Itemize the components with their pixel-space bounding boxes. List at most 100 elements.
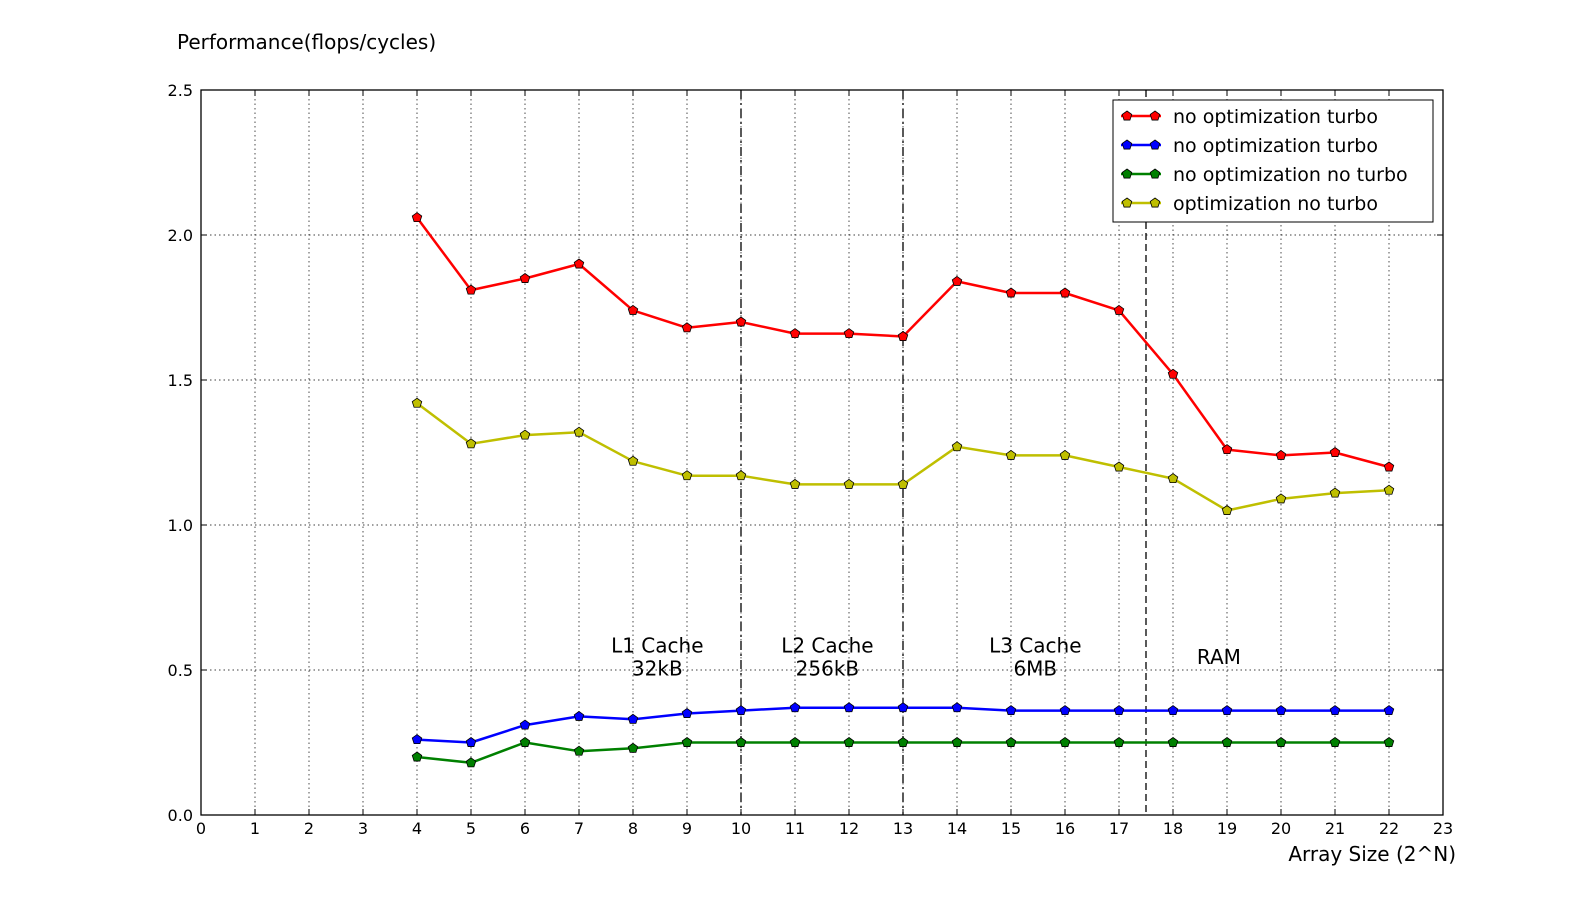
data-point — [897, 737, 909, 747]
y-tick-label: 0.5 — [168, 661, 193, 680]
data-point — [1221, 705, 1233, 716]
data-point — [1221, 737, 1233, 747]
legend-label: no optimization turbo — [1173, 135, 1378, 157]
region-label: RAM — [1197, 645, 1241, 669]
legend-marker — [1121, 110, 1133, 121]
legend-marker — [1149, 139, 1161, 150]
data-point — [951, 441, 963, 452]
data-point — [681, 322, 693, 333]
y-tick-label: 1.0 — [168, 516, 193, 535]
x-tick-label: 5 — [466, 819, 476, 838]
data-point — [1383, 461, 1395, 472]
data-point — [1275, 493, 1287, 504]
data-point — [1221, 444, 1233, 455]
data-point — [1167, 705, 1179, 716]
data-point — [843, 478, 855, 489]
x-tick-label: 4 — [412, 819, 422, 838]
x-axis-ticks: 0 1 2 3 4 5 6 7 8 9 10 11 12 13 14 15 16 17 18 19 20 21 22 23 — [196, 90, 1453, 838]
data-point — [411, 751, 423, 762]
data-point — [735, 705, 747, 716]
data-point — [411, 212, 423, 223]
x-tick-label: 0 — [196, 819, 206, 838]
region-label: 6MB — [1013, 657, 1057, 681]
data-point — [789, 328, 801, 339]
data-point — [627, 455, 639, 466]
data-point — [1329, 705, 1341, 716]
data-point — [573, 710, 585, 721]
data-point — [465, 438, 477, 449]
data-point — [1383, 705, 1395, 716]
data-point — [1383, 737, 1395, 747]
data-point — [519, 737, 531, 747]
data-point — [789, 702, 801, 713]
data-point — [1113, 705, 1125, 716]
data-point — [465, 284, 477, 295]
x-tick-label: 23 — [1433, 819, 1453, 838]
data-point — [1329, 447, 1341, 457]
x-tick-label: 10 — [731, 819, 751, 838]
x-tick-label: 16 — [1055, 819, 1075, 838]
x-tick-label: 15 — [1001, 819, 1021, 838]
data-point — [843, 702, 855, 713]
region-label: L2 Cache — [781, 634, 873, 658]
y-axis-label: Performance(flops/cycles) — [177, 30, 436, 54]
data-point — [681, 737, 693, 747]
x-tick-label: 12 — [839, 819, 859, 838]
data-point — [1275, 737, 1287, 747]
legend-label: no optimization turbo — [1173, 106, 1378, 128]
data-point — [573, 258, 585, 269]
y-tick-label: 2.5 — [168, 81, 193, 100]
legend-marker — [1121, 197, 1133, 208]
plot-frame — [200, 89, 1444, 816]
data-point — [1167, 737, 1179, 747]
data-point — [1059, 287, 1071, 298]
data-point — [1383, 484, 1395, 495]
data-point — [1329, 487, 1341, 498]
data-point — [789, 737, 801, 747]
legend-entry: no optimization turbo — [1121, 106, 1378, 128]
data-point — [465, 737, 477, 747]
data-point — [1275, 705, 1287, 716]
x-tick-label: 2 — [304, 819, 314, 838]
data-point — [1221, 505, 1233, 515]
region-label: L3 Cache — [989, 634, 1081, 658]
y-axis-ticks: 0.0 0.5 1.0 1.5 2.0 2.5 — [168, 81, 1443, 825]
data-point — [735, 737, 747, 747]
series — [411, 212, 1395, 472]
x-tick-label: 14 — [947, 819, 967, 838]
x-tick-label: 11 — [785, 819, 805, 838]
data-point — [1113, 461, 1125, 472]
region-label: 32kB — [632, 657, 683, 681]
legend-entry: optimization no turbo — [1121, 193, 1378, 215]
legend-label: no optimization no turbo — [1173, 164, 1408, 186]
legend-box — [1112, 99, 1434, 223]
x-tick-label: 7 — [574, 819, 584, 838]
series — [411, 397, 1395, 515]
data-point — [897, 478, 909, 489]
data-point — [519, 719, 531, 730]
data-point — [1113, 737, 1125, 747]
data-point — [735, 470, 747, 481]
data-point — [843, 737, 855, 747]
data-point — [573, 426, 585, 437]
x-axis-label: Array Size (2^N) — [1288, 842, 1456, 866]
series — [411, 702, 1395, 747]
legend-marker — [1149, 197, 1161, 208]
data-point — [1005, 737, 1017, 747]
cache-boundary-lines — [740, 90, 1147, 815]
region-label: 256kB — [796, 657, 859, 681]
data-point — [1329, 737, 1341, 747]
series-lines — [411, 212, 1395, 768]
data-point — [951, 702, 963, 713]
data-point — [951, 737, 963, 747]
data-point — [1005, 287, 1017, 298]
legend-marker — [1149, 168, 1161, 179]
data-point — [1167, 368, 1179, 379]
x-tick-label: 3 — [358, 819, 368, 838]
x-tick-label: 17 — [1109, 819, 1129, 838]
data-point — [1275, 449, 1287, 460]
data-point — [519, 273, 531, 283]
data-point — [735, 316, 747, 327]
data-point — [1167, 473, 1179, 484]
